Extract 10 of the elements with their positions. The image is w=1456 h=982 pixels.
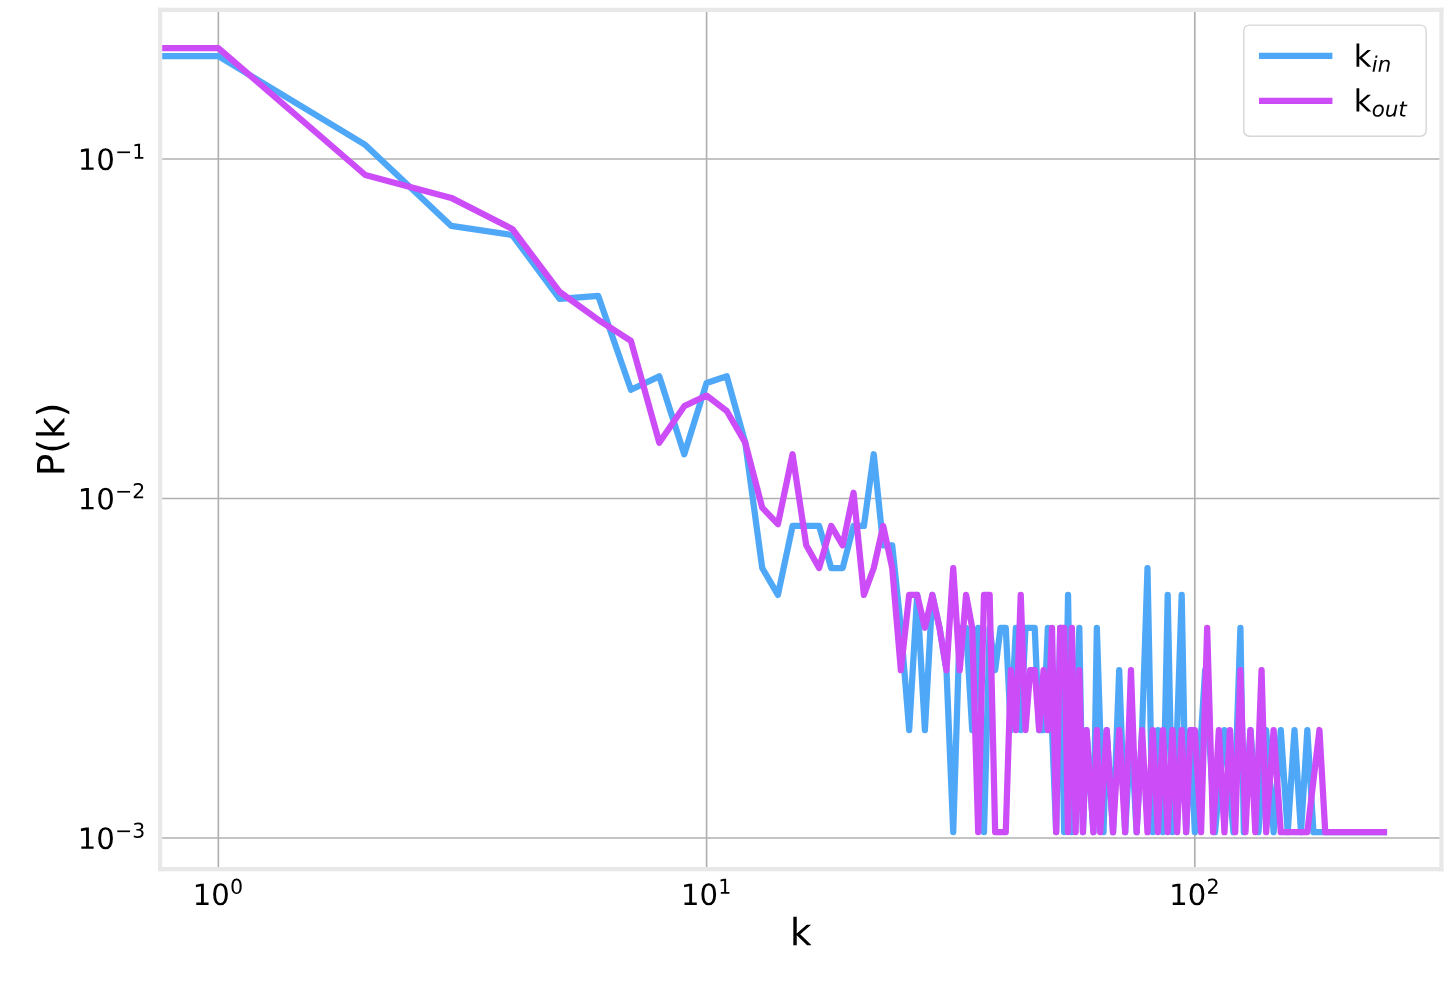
legend-label: k$_{out}$ xyxy=(1356,88,1408,117)
legend-label: k$_{in}$ xyxy=(1356,43,1390,72)
y-tick-label: 10$^{−2}$ xyxy=(80,483,144,510)
y-tick-label: 10$^{−1}$ xyxy=(80,143,144,171)
x-axis-title: k xyxy=(793,916,812,946)
y-tick-label: 10$^{−3}$ xyxy=(80,822,144,850)
x-tick-label: 10$^{2}$ xyxy=(1172,878,1218,906)
y-axis-title: P(k) xyxy=(35,405,70,473)
x-tick-label: 10$^{0}$ xyxy=(195,878,242,906)
x-tick-label: 10$^{1}$ xyxy=(684,878,730,906)
